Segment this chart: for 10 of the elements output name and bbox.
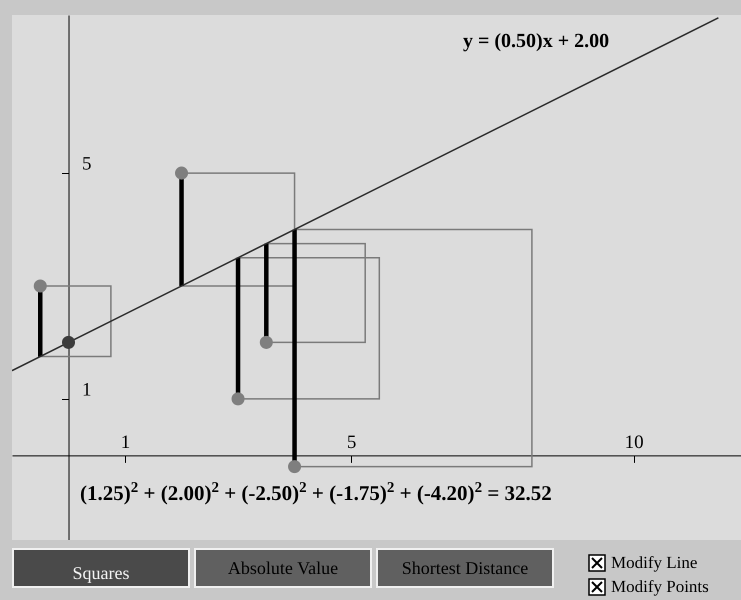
x-tick-label: 10 — [624, 432, 644, 453]
button: Squares — [12, 548, 190, 588]
x-tick-label: 1 — [120, 432, 130, 453]
text: Modify Points — [611, 577, 709, 597]
button: Absolute Value — [194, 548, 372, 588]
x-tick-label: 5 — [346, 432, 356, 453]
button: Shortest Distance — [376, 548, 554, 588]
text: Modify Line — [611, 553, 698, 573]
text: (1.25)$^{2}$ + (2.00)$^{2}$ + (-2.50)$^{2}$ + (-1.75)$^{2}$ + (-4.20)$^{2}$ = 32.52 — [80, 480, 552, 505]
annotation: y = (0.50)x + 2.00 — [463, 30, 610, 53]
